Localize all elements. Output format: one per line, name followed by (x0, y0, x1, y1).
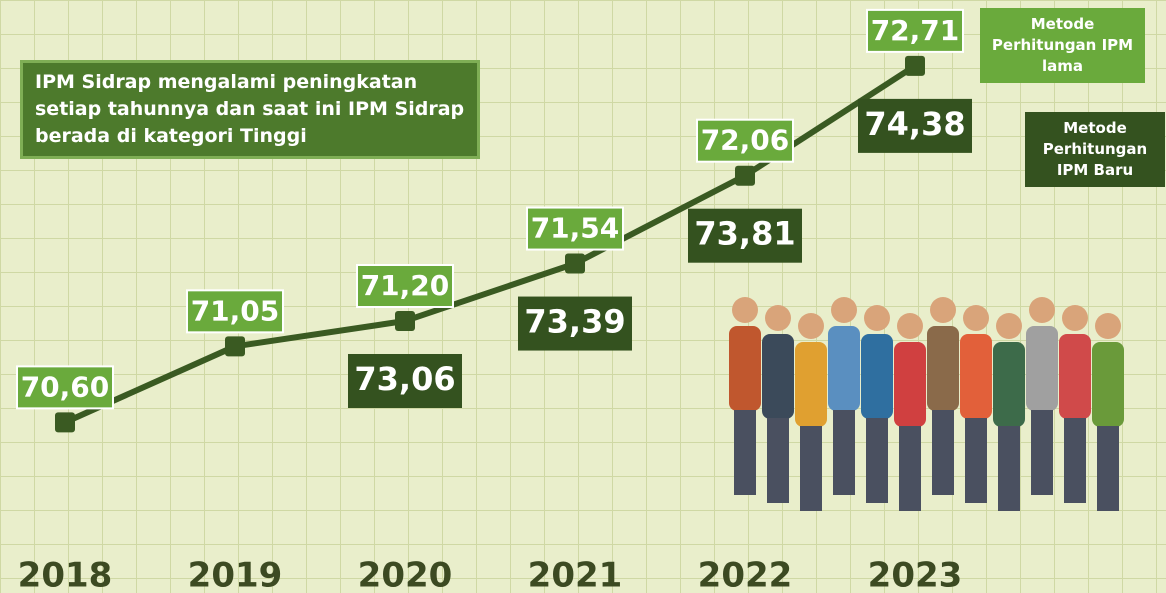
person-head (798, 313, 824, 339)
legend-entry: Metode Perhitungan IPM lama (980, 8, 1145, 83)
person-legs (767, 418, 789, 503)
person-body (795, 342, 827, 427)
person-legs (965, 418, 987, 503)
person-head (1029, 297, 1055, 323)
person-head (732, 297, 758, 323)
person-legs (800, 426, 822, 511)
person-head (930, 297, 956, 323)
x-tick-label: 2018 (18, 556, 113, 593)
label-box (696, 118, 794, 163)
data-label: 72,06 (701, 124, 790, 157)
person-body (861, 334, 893, 419)
person-legs (1031, 410, 1053, 495)
x-tick-label: 2023 (868, 556, 963, 593)
person-head (765, 305, 791, 331)
data-label: 71,20 (361, 269, 450, 302)
marker (395, 310, 415, 331)
new-value-box (518, 296, 632, 351)
person-head (897, 313, 923, 339)
data-label: 70,60 (21, 370, 110, 403)
person-body (762, 334, 794, 419)
marker (225, 336, 245, 357)
person-head (996, 313, 1022, 339)
data-label: 71,54 (531, 212, 620, 245)
person-head (963, 305, 989, 331)
data-label: 72,71 (871, 14, 960, 47)
person-legs (932, 410, 954, 495)
new-value-box (688, 208, 802, 263)
person-legs (1097, 426, 1119, 511)
person-legs (866, 418, 888, 503)
new-value-box (348, 353, 462, 408)
x-tick-label: 2021 (528, 556, 623, 593)
x-tick-label: 2020 (358, 556, 453, 593)
person-body (729, 326, 761, 411)
person-body (993, 342, 1025, 427)
person-legs (1064, 418, 1086, 503)
person-head (864, 305, 890, 331)
person-head (1095, 313, 1121, 339)
person-legs (899, 426, 921, 511)
label-box (16, 365, 114, 410)
person-head (1062, 305, 1088, 331)
person-body (927, 326, 959, 411)
person-body (1092, 342, 1124, 427)
label-box (186, 289, 284, 334)
person-body (828, 326, 860, 411)
data-label: 73,39 (524, 303, 625, 341)
annotation: IPM Sidrap mengalami peningkatan setiap … (20, 60, 480, 159)
person-legs (998, 426, 1020, 511)
person-body (894, 342, 926, 427)
label-box (866, 8, 964, 53)
data-label: 73,06 (354, 360, 455, 398)
person-body (960, 334, 992, 419)
data-label: 74,38 (864, 105, 965, 143)
marker (905, 55, 925, 76)
label-box (526, 206, 624, 251)
legend-entry: Metode Perhitungan IPM Baru (1025, 112, 1165, 187)
new-value-box (858, 98, 972, 153)
x-tick-label: 2019 (188, 556, 283, 593)
person-body (1059, 334, 1091, 419)
label-box (356, 263, 454, 308)
marker (735, 165, 755, 186)
person-body (1026, 326, 1058, 411)
data-label: 71,05 (191, 294, 280, 327)
data-label: 73,81 (694, 215, 795, 253)
person-head (831, 297, 857, 323)
person-legs (833, 410, 855, 495)
marker (565, 253, 585, 274)
person-legs (734, 410, 756, 495)
marker (55, 412, 75, 433)
x-tick-label: 2022 (698, 556, 793, 593)
